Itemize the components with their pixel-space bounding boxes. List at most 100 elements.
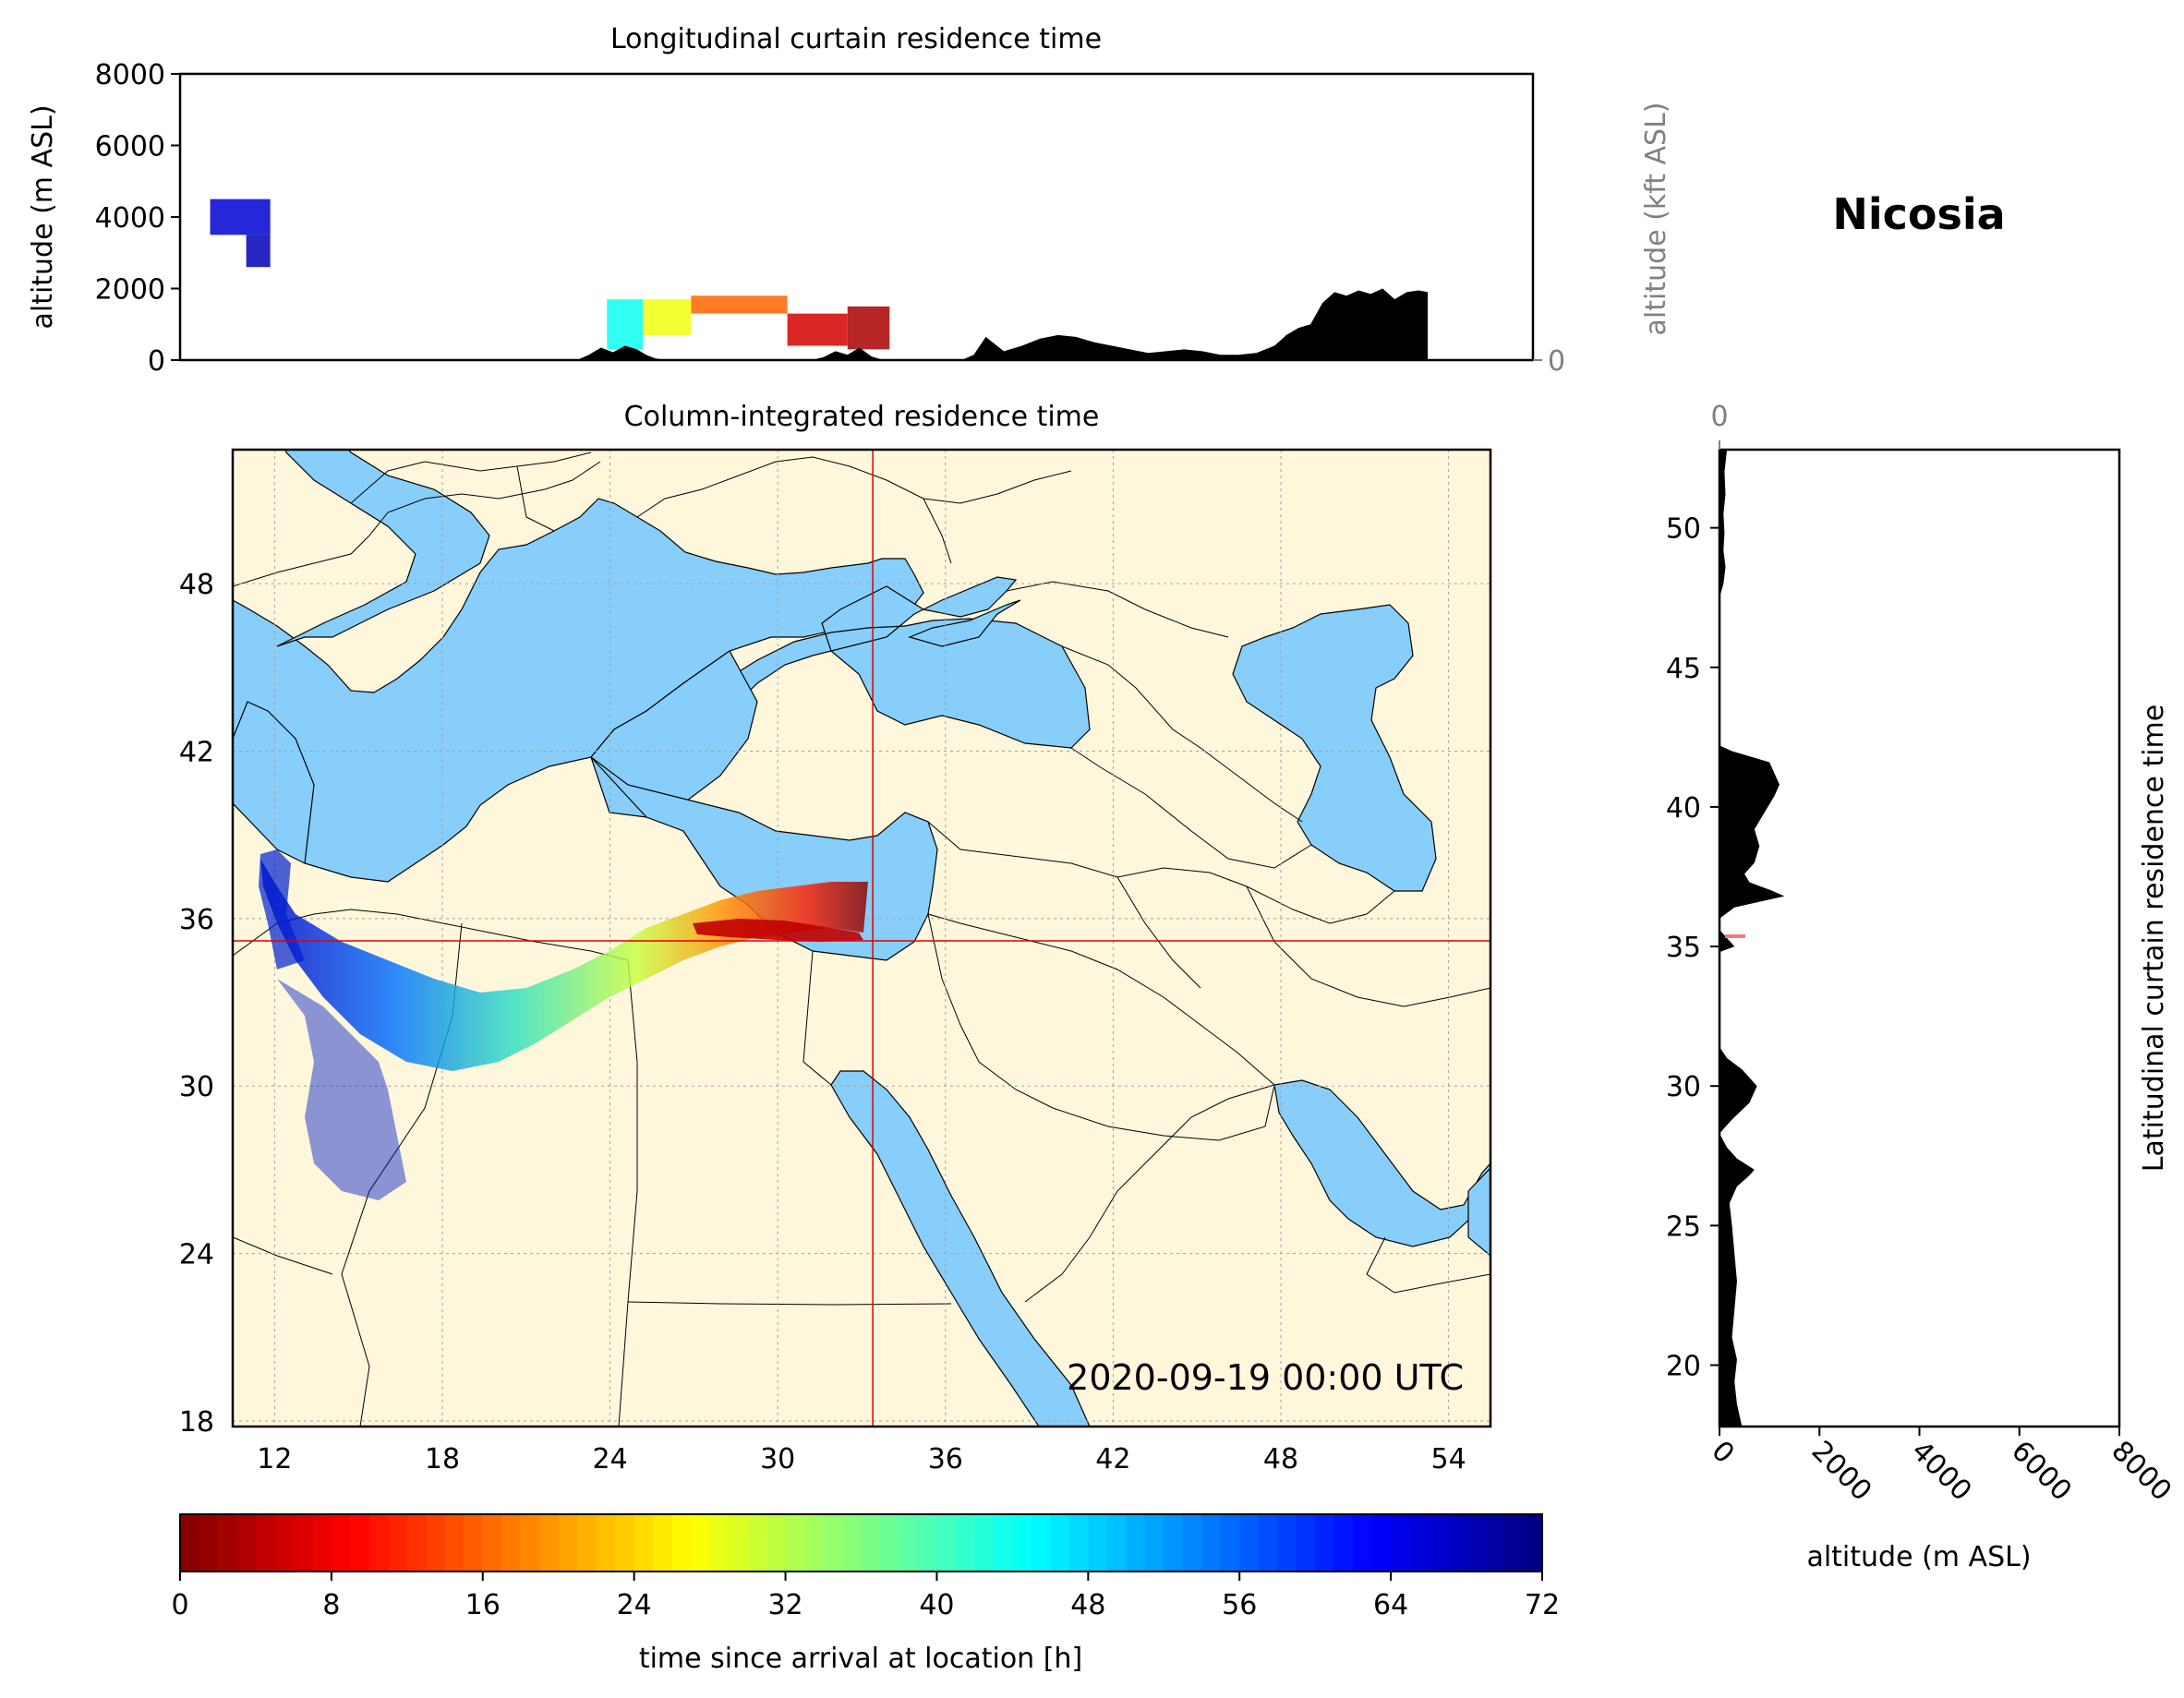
- colorbar-cell-68: [1466, 1514, 1487, 1572]
- adriatic-sea: [276, 450, 490, 647]
- plume-blue-arc: [259, 849, 305, 969]
- colorbar-cell-70: [1504, 1514, 1525, 1572]
- map-ytick-label-0: 18: [179, 1406, 214, 1439]
- colorbar-cell-24: [633, 1514, 654, 1572]
- map-crosshair: [233, 450, 1490, 1427]
- colorbar-cell-3: [236, 1514, 257, 1572]
- colorbar-cell-48: [1088, 1514, 1108, 1572]
- right-xtick-top-label-0: 0: [1710, 401, 1728, 433]
- colorbar-cell-16: [482, 1514, 502, 1572]
- map-ytick-label-2: 30: [179, 1071, 214, 1103]
- colorbar-cell-18: [520, 1514, 540, 1572]
- top-ytick-label-2: 4000: [95, 202, 165, 235]
- colorbar-cell-1: [199, 1514, 219, 1572]
- top-plume-6: [847, 306, 890, 350]
- map-xtick-label-3: 30: [760, 1443, 795, 1475]
- colorbar-cell-45: [1031, 1514, 1051, 1572]
- colorbar-tick-label-0: 0: [171, 1589, 188, 1621]
- colorbar-tick-label-7: 56: [1222, 1589, 1257, 1621]
- colorbar-cell-67: [1447, 1514, 1467, 1572]
- persian-gulf: [1273, 1079, 1490, 1247]
- right-ytick-label-5: 45: [1666, 653, 1701, 685]
- top-y-axis: 0 2000 4000 6000 8000: [95, 59, 180, 378]
- map-xtick-label-1: 18: [425, 1443, 460, 1475]
- right-xtick-label-2: 4000: [1905, 1435, 1978, 1508]
- colorbar-cell-40: [936, 1514, 957, 1572]
- colorbar-cell-0: [180, 1514, 200, 1572]
- colorbar-cell-12: [406, 1514, 427, 1572]
- colorbar-cell-27: [691, 1514, 711, 1572]
- colorbar-cell-25: [653, 1514, 673, 1572]
- colorbar-cell-50: [1126, 1514, 1146, 1572]
- colorbar-tick-label-8: 64: [1373, 1589, 1408, 1621]
- right-plume-mark: [1725, 934, 1745, 938]
- colorbar-cell-64: [1391, 1514, 1411, 1572]
- right-xtick-label-1: 2000: [1805, 1435, 1878, 1508]
- top-ytick-label-0: 0: [148, 345, 165, 378]
- colorbar-tick-label-6: 48: [1070, 1589, 1105, 1621]
- right-x-axis: 0 2000 4000 6000 8000: [1705, 1427, 2178, 1508]
- date-label: 2020-09-19 00:00 UTC: [1067, 1357, 1464, 1398]
- map-seas: [233, 450, 1490, 1427]
- right-axes-frame: [1718, 448, 2121, 1428]
- colorbar-cell-2: [217, 1514, 238, 1572]
- caspian-sea: [1232, 604, 1437, 892]
- colorbar-cell-10: [368, 1514, 389, 1572]
- colorbar-cell-59: [1296, 1514, 1316, 1572]
- right-ytick-label-3: 35: [1666, 932, 1701, 964]
- right-title: Latitudinal curtain residence time: [2138, 704, 2170, 1172]
- colorbar-cell-63: [1371, 1514, 1392, 1572]
- right-xlabel: altitude (m ASL): [1806, 1541, 2031, 1573]
- colorbar-cell-49: [1106, 1514, 1127, 1572]
- colorbar-cell-44: [1012, 1514, 1032, 1572]
- top-plume-1: [246, 235, 271, 268]
- map-ytick-label-3: 36: [179, 904, 214, 936]
- map-ytick-label-1: 24: [179, 1239, 214, 1271]
- colorbar-cell-57: [1258, 1514, 1278, 1572]
- colorbar-cell-43: [993, 1514, 1013, 1572]
- colorbar-cell-56: [1239, 1514, 1260, 1572]
- colorbar-cell-32: [785, 1514, 805, 1572]
- plume-core-red: [693, 919, 863, 942]
- colorbar-cell-52: [1164, 1514, 1184, 1572]
- colorbar-cell-60: [1315, 1514, 1335, 1572]
- colorbar-tick-label-4: 32: [767, 1589, 802, 1621]
- colorbar-cell-11: [388, 1514, 408, 1572]
- colorbar-cell-29: [729, 1514, 749, 1572]
- colorbar-tick-label-5: 40: [919, 1589, 954, 1621]
- colorbar-cell-47: [1068, 1514, 1089, 1572]
- top-ytick-label-4: 8000: [95, 59, 165, 91]
- top-plume-4: [691, 295, 788, 314]
- colorbar-tick-label-3: 24: [617, 1589, 652, 1621]
- colorbar-cell-5: [274, 1514, 295, 1572]
- arabian-sea: [1467, 1167, 1490, 1257]
- map-xtick-label-2: 24: [593, 1443, 628, 1475]
- top-ytick-right-label-0: 0: [1548, 345, 1565, 378]
- tyrrhenian-sea: [233, 701, 315, 864]
- right-xtick-label-4: 8000: [2105, 1435, 2178, 1508]
- map-xtick-label-6: 48: [1263, 1443, 1298, 1475]
- colorbar-cell-53: [1182, 1514, 1202, 1572]
- colorbar-cell-15: [464, 1514, 484, 1572]
- colorbar-frame: [179, 1513, 1543, 1572]
- colorbar-cell-42: [974, 1514, 995, 1572]
- map-ytick-label-5: 48: [179, 569, 214, 601]
- colorbar-cell-69: [1485, 1514, 1505, 1572]
- top-plume-3: [643, 299, 692, 335]
- right-ytick-label-0: 20: [1666, 1350, 1701, 1382]
- colorbar-cell-36: [861, 1514, 881, 1572]
- colorbar-cell-28: [709, 1514, 730, 1572]
- colorbar-cell-71: [1523, 1514, 1543, 1572]
- colorbar-cell-26: [671, 1514, 692, 1572]
- top-y-axis-right: 050100: [1533, 345, 1565, 378]
- colorbar-cell-38: [899, 1514, 919, 1572]
- plume-tail-main: [260, 859, 868, 1071]
- colorbar-label: time since arrival at location [h]: [639, 1643, 1082, 1675]
- top-plume-layer: [210, 199, 890, 350]
- colorbar: 0 8 16 24 32 40 48 56 64 72 time since arrival at…: [171, 1513, 1560, 1675]
- right-terrain-area: [1719, 450, 1785, 1427]
- colorbar-cell-13: [426, 1514, 446, 1572]
- right-ytick-label-2: 30: [1666, 1071, 1701, 1103]
